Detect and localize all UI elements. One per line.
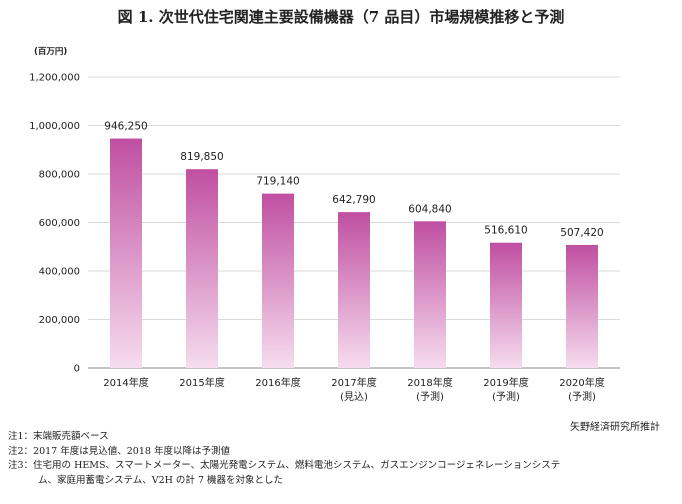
data-label: 719,140 bbox=[256, 176, 299, 188]
note-2: 注2：2017 年度は見込値、2018 年度以降は予測値 bbox=[8, 445, 230, 457]
notes-block: 注1：末端販売額ベース 注2：2017 年度は見込値、2018 年度以降は予測値… bbox=[8, 430, 676, 488]
x-tick-label: (予測) bbox=[492, 390, 520, 403]
bar bbox=[338, 212, 370, 368]
data-label: 946,250 bbox=[104, 121, 147, 133]
note-3-continued: ム、家庭用蓄電システム、V2H の計 7 機器を対象とした bbox=[38, 474, 284, 486]
bar bbox=[110, 138, 142, 368]
bar bbox=[414, 221, 446, 368]
y-tick-label: 600,000 bbox=[39, 218, 80, 229]
x-tick-label: 2019年度 bbox=[483, 376, 528, 389]
y-tick-label: 0 bbox=[74, 364, 80, 375]
x-tick-label: 2014年度 bbox=[103, 376, 148, 389]
x-tick-label: 2016年度 bbox=[255, 376, 300, 389]
data-label: 642,790 bbox=[332, 194, 375, 206]
data-label: 516,610 bbox=[484, 225, 527, 237]
note-3: 注3：住宅用の HEMS、スマートメーター、太陽光発電システム、燃料電池システム… bbox=[8, 460, 561, 471]
x-tick-label: 2017年度 bbox=[331, 376, 376, 389]
data-label: 819,850 bbox=[180, 151, 223, 163]
bar-layer bbox=[110, 138, 598, 368]
bar bbox=[566, 244, 598, 368]
bar bbox=[262, 193, 294, 368]
data-label: 604,840 bbox=[408, 203, 451, 215]
data-label: 507,420 bbox=[560, 227, 603, 239]
note-1: 注1：末端販売額ベース bbox=[8, 431, 109, 442]
bar bbox=[186, 169, 218, 368]
x-tick-label: (予測) bbox=[568, 390, 596, 403]
y-tick-label: 800,000 bbox=[39, 170, 80, 181]
x-tick-label: 2018年度 bbox=[407, 376, 452, 389]
x-tick-label: (見込) bbox=[340, 391, 368, 403]
y-tick-label: 1,200,000 bbox=[29, 73, 80, 84]
y-tick-label: 400,000 bbox=[39, 267, 80, 278]
y-tick-label: 1,000,000 bbox=[29, 121, 80, 132]
x-tick-label: (予測) bbox=[416, 390, 444, 403]
source-credit: 矢野経済研究所推計 bbox=[570, 422, 660, 433]
y-tick-label: 200,000 bbox=[39, 315, 80, 326]
x-tick-label: 2020年度 bbox=[559, 376, 604, 389]
y-unit-label: (百万円) bbox=[34, 47, 67, 57]
x-tick-label: 2015年度 bbox=[179, 376, 224, 389]
bar bbox=[490, 242, 522, 368]
label-layer: 0 200,000 400,000 600,000 800,000 1,000,000 1,… bbox=[29, 73, 605, 404]
chart-title: 図 1. 次世代住宅関連主要設備機器（7 品目）市場規模推移と予測 bbox=[117, 8, 565, 26]
